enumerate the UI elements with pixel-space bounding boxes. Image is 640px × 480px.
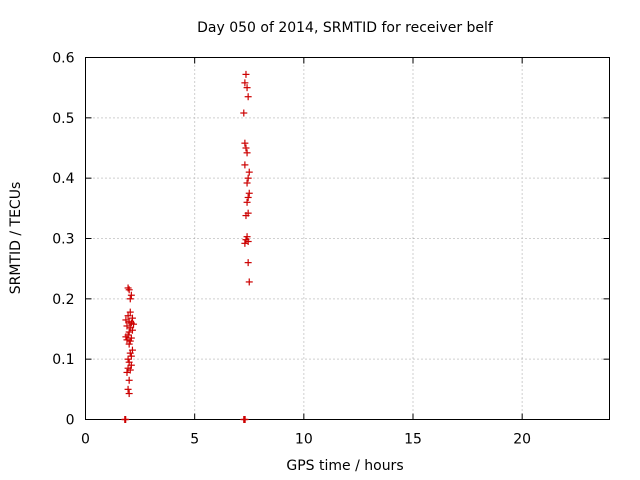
data-point — [243, 149, 251, 157]
data-point — [244, 193, 252, 201]
data-point — [125, 340, 133, 348]
data-point — [241, 79, 249, 87]
x-tick-label: 10 — [295, 432, 313, 448]
x-tick-label: 5 — [190, 432, 199, 448]
data-point — [127, 361, 135, 369]
x-tick-label: 15 — [404, 432, 422, 448]
data-point — [241, 139, 249, 147]
x-tick-label: 20 — [513, 432, 531, 448]
data-point — [125, 286, 133, 294]
data-point — [240, 109, 248, 117]
data-point — [127, 291, 135, 299]
chart-title: Day 050 of 2014, SRMTID for receiver bel… — [197, 20, 494, 36]
data-point — [126, 308, 134, 316]
data-point — [124, 312, 132, 320]
data-point — [127, 352, 135, 360]
y-tick-label: 0.5 — [52, 111, 74, 127]
data-point — [122, 416, 130, 423]
data-point — [244, 174, 252, 182]
y-axis-label: SRMTID / TECUs — [8, 182, 24, 295]
grid-lines — [85, 57, 610, 420]
data-point — [124, 355, 132, 363]
y-tick-label: 0.1 — [52, 352, 74, 368]
data-point — [125, 390, 133, 398]
data-point — [245, 189, 253, 197]
y-tick-label: 0.3 — [52, 232, 74, 248]
data-points — [121, 70, 253, 423]
data-point — [125, 376, 133, 384]
data-point — [124, 284, 132, 292]
data-point — [124, 385, 132, 393]
y-tick-label: 0 — [66, 413, 75, 429]
data-point — [123, 336, 131, 344]
data-point — [241, 161, 249, 169]
data-point — [126, 337, 134, 345]
data-point — [122, 333, 130, 341]
x-tick-label: 0 — [81, 432, 90, 448]
data-point — [243, 179, 251, 187]
data-point — [243, 233, 251, 241]
data-point — [243, 198, 251, 206]
data-point — [127, 334, 135, 342]
axis-ticks: 0 0.1 0.2 0.3 0.4 0.5 0.6 0 5 10 15 20 — [52, 51, 610, 448]
data-point — [126, 349, 134, 357]
data-point — [245, 168, 253, 176]
data-point — [242, 70, 250, 78]
data-point — [245, 278, 253, 286]
data-point — [244, 259, 252, 267]
data-point — [126, 295, 134, 303]
data-point — [241, 416, 249, 423]
data-point — [241, 239, 249, 247]
data-point — [242, 212, 250, 220]
data-point — [125, 328, 133, 336]
x-axis-label: GPS time / hours — [286, 458, 403, 474]
y-tick-label: 0.4 — [52, 171, 74, 187]
y-tick-label: 0.2 — [52, 292, 74, 308]
data-point — [242, 144, 250, 152]
data-point — [244, 93, 252, 101]
data-point — [243, 84, 251, 92]
data-point — [130, 320, 138, 328]
y-tick-label: 0.6 — [52, 51, 74, 67]
plot-frame — [85, 57, 610, 420]
data-point — [128, 314, 136, 322]
data-point — [123, 368, 131, 376]
